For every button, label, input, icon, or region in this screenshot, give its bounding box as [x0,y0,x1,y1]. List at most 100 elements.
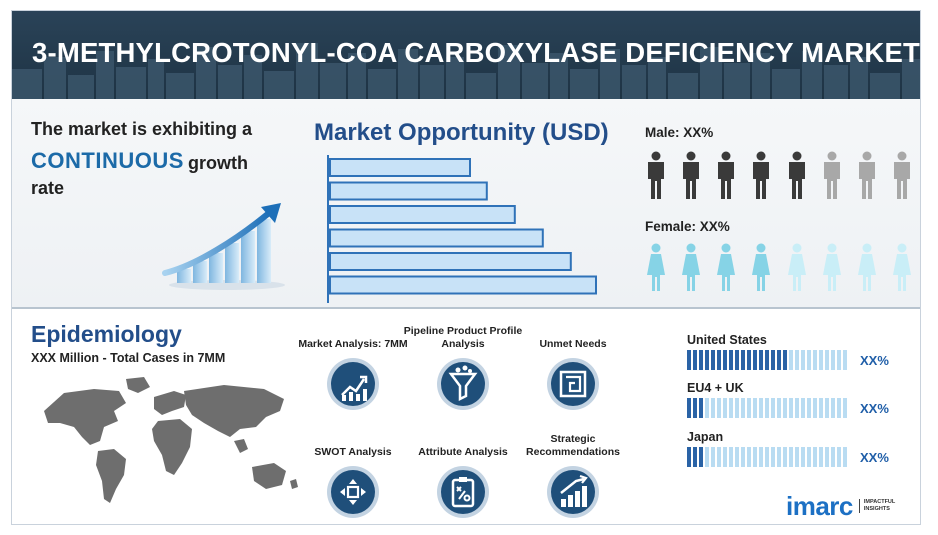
male-person-icon [749,151,773,201]
feature-label: SWOT Analysis [314,446,392,458]
bar-segment [747,350,751,370]
bar-segment [813,350,817,370]
bar-segment [801,350,805,370]
clipboard-strategy-icon [437,466,489,518]
maze-icon [547,358,599,410]
bar-segment [759,350,763,370]
bar-segment [699,447,703,467]
bar-segment [777,398,781,418]
bar-segment [819,447,823,467]
bar-segment [735,447,739,467]
female-person-icon [679,243,703,293]
bar-segment [795,447,799,467]
region-name: United States [687,333,767,347]
bar-segment [711,398,715,418]
bar-segment [687,447,691,467]
opportunity-bar [329,181,488,201]
feature-label: Unmet Needs [539,338,607,350]
hero-text-line1: The market is exhibiting a [31,119,253,139]
female-person-icon [890,243,914,293]
bar-segment [825,350,829,370]
bar-segment [705,350,709,370]
bar-segment [801,447,805,467]
bar-segment [789,398,793,418]
bar-growth-icon [547,466,599,518]
bar-segment [819,398,823,418]
bar-segment [795,398,799,418]
region-progress-bar [687,398,851,418]
bar-segment [735,350,739,370]
header-banner: 3-METHYLCROTONYL-COA CARBOXYLASE DEFICIE… [12,11,920,99]
bar-segment [819,350,823,370]
male-person-icon [820,151,844,201]
feature-label: Strategic Recommendations [526,433,620,458]
female-person-icon [749,243,773,293]
bar-segment [765,350,769,370]
bar-segment [717,447,721,467]
region-name: Japan [687,430,724,444]
bar-segment [699,398,703,418]
bar-segment [711,350,715,370]
bar-segment [693,350,697,370]
bar-segment [783,447,787,467]
bar-segment [831,350,835,370]
region-value: XX% [860,450,889,465]
bar-segment [753,350,757,370]
bar-segment [783,350,787,370]
opportunity-bar [329,158,471,177]
opportunity-bar [329,205,516,224]
hero-text-line2: growth [188,153,248,173]
bar-segment [777,350,781,370]
bar-segment [729,398,733,418]
region-value: XX% [860,353,889,368]
bar-segment [699,350,703,370]
bar-segment [825,398,829,418]
female-percentage-label: Female: XX% [645,219,730,234]
bar-segment [801,398,805,418]
feature-item: SWOT Analysis [293,431,413,519]
bar-segment [741,398,745,418]
male-percentage-label: Male: XX% [645,125,714,140]
region-value: XX% [860,401,889,416]
market-opportunity-title: Market Opportunity (USD) [314,119,609,146]
bar-segment [813,447,817,467]
bar-segment [771,350,775,370]
opportunity-bar [329,275,597,295]
bar-segment [789,350,793,370]
bar-segment [765,398,769,418]
bar-segment [771,447,775,467]
bar-segment [693,447,697,467]
bar-segment [783,398,787,418]
city-skyline-graphic [12,43,920,99]
bar-segment [795,350,799,370]
male-person-icon [714,151,738,201]
page-title: 3-METHYLCROTONYL-COA CARBOXYLASE DEFICIE… [32,37,920,68]
bar-segment [837,350,841,370]
epidemiology-subtitle: XXX Million - Total Cases in 7MM [31,351,226,365]
bar-segment [843,398,847,418]
region-progress-bar [687,350,851,370]
female-person-icon [644,243,668,293]
male-icons-row [644,151,914,201]
region-progress-bar [687,447,851,467]
bar-segment [807,350,811,370]
hero-text-line3: rate [31,178,65,198]
bar-segment [753,398,757,418]
logo-tagline: IMPACTFUL INSIGHTS [858,499,901,513]
male-person-icon [679,151,703,201]
epidemiology-title: Epidemiology [31,321,182,347]
bar-segment [705,447,709,467]
bar-segment [825,447,829,467]
infographic-frame: 3-METHYLCROTONYL-COA CARBOXYLASE DEFICIE… [11,10,921,525]
bar-segment [705,398,709,418]
female-person-icon [855,243,879,293]
female-person-icon [785,243,809,293]
male-person-icon [785,151,809,201]
bar-segment [765,447,769,467]
bar-segment [837,447,841,467]
bar-segment [759,398,763,418]
male-person-icon [890,151,914,201]
bar-segment [741,447,745,467]
bar-segment [831,398,835,418]
feature-item: Market Analysis: 7MM [293,323,413,411]
